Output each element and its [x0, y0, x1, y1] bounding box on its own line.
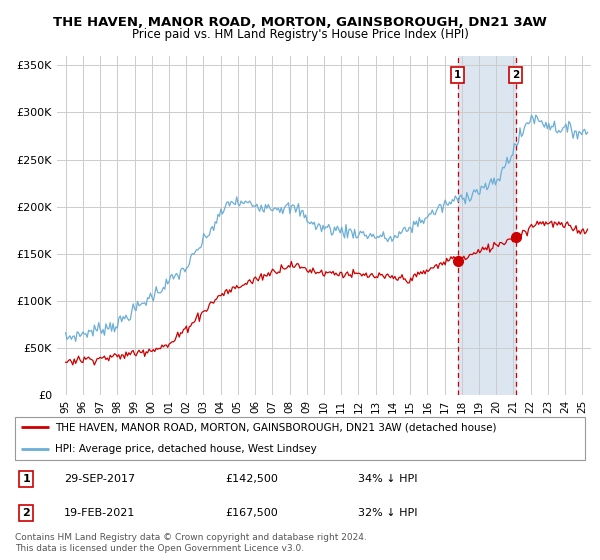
Text: THE HAVEN, MANOR ROAD, MORTON, GAINSBOROUGH, DN21 3AW (detached house): THE HAVEN, MANOR ROAD, MORTON, GAINSBORO…	[55, 422, 497, 432]
Text: 1: 1	[454, 70, 461, 80]
Text: 2: 2	[512, 70, 519, 80]
FancyBboxPatch shape	[15, 417, 585, 460]
Text: 32% ↓ HPI: 32% ↓ HPI	[358, 508, 417, 518]
Bar	[458, 56, 515, 395]
Text: 19-FEB-2021: 19-FEB-2021	[64, 508, 135, 518]
Text: 1: 1	[23, 474, 30, 484]
Text: THE HAVEN, MANOR ROAD, MORTON, GAINSBOROUGH, DN21 3AW: THE HAVEN, MANOR ROAD, MORTON, GAINSBORO…	[53, 16, 547, 29]
Text: HPI: Average price, detached house, West Lindsey: HPI: Average price, detached house, West…	[55, 444, 317, 454]
Text: £142,500: £142,500	[225, 474, 278, 484]
Text: Contains HM Land Registry data © Crown copyright and database right 2024.
This d: Contains HM Land Registry data © Crown c…	[15, 533, 367, 553]
Text: 34% ↓ HPI: 34% ↓ HPI	[358, 474, 417, 484]
Text: £167,500: £167,500	[225, 508, 278, 518]
Text: Price paid vs. HM Land Registry's House Price Index (HPI): Price paid vs. HM Land Registry's House …	[131, 28, 469, 41]
Text: 2: 2	[23, 508, 30, 518]
Text: 29-SEP-2017: 29-SEP-2017	[64, 474, 135, 484]
